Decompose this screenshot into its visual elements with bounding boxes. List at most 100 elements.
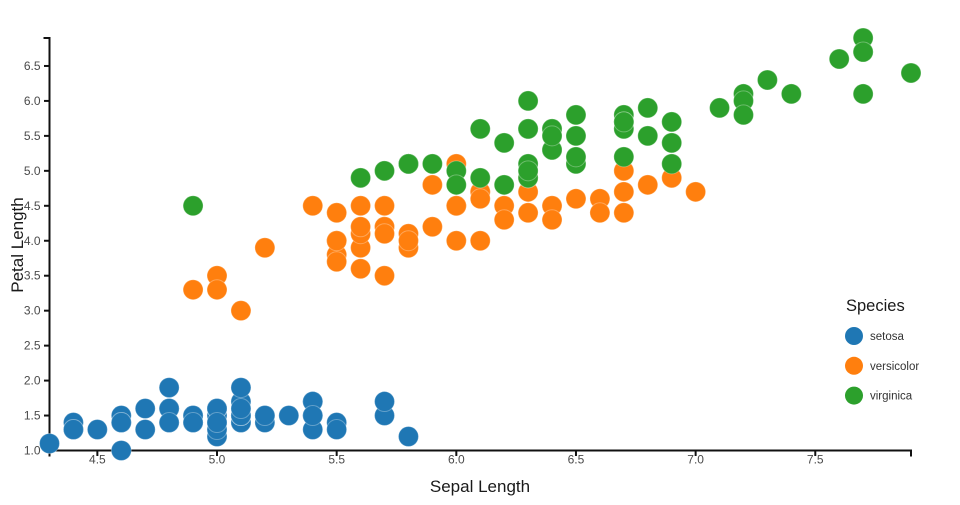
- data-point-virginica: [350, 167, 372, 189]
- data-point-setosa: [158, 377, 180, 399]
- data-point-virginica: [565, 104, 587, 126]
- data-point-virginica: [565, 125, 587, 147]
- data-point-virginica: [661, 132, 683, 154]
- data-point-versicolor: [182, 279, 204, 301]
- y-tick-label: 4.5: [24, 199, 41, 213]
- data-point-virginica: [637, 125, 659, 147]
- data-point-virginica: [421, 153, 443, 175]
- data-point-versicolor: [517, 202, 539, 224]
- data-point-versicolor: [469, 230, 491, 252]
- data-point-versicolor: [565, 188, 587, 210]
- data-point-virginica: [780, 83, 802, 105]
- legend-title: Species: [846, 297, 905, 315]
- data-point-versicolor: [350, 195, 372, 217]
- x-tick-label: 7.5: [807, 453, 824, 467]
- data-point-setosa: [374, 391, 396, 413]
- y-tick-label: 5.5: [24, 129, 41, 143]
- data-point-virginica: [182, 195, 204, 217]
- data-point-virginica: [900, 62, 922, 84]
- y-tick-label: 6.0: [24, 94, 41, 108]
- data-point-virginica: [469, 167, 491, 189]
- y-axis-domain: [43, 37, 51, 451]
- data-point-virginica: [852, 41, 874, 63]
- data-point-setosa: [302, 405, 324, 427]
- data-point-versicolor: [326, 251, 348, 273]
- data-point-virginica: [852, 83, 874, 105]
- data-point-virginica: [661, 153, 683, 175]
- x-tick-label: 5.0: [209, 453, 226, 467]
- y-tick-label: 2.0: [24, 374, 41, 388]
- data-point-setosa: [134, 419, 156, 441]
- data-point-versicolor: [445, 230, 467, 252]
- x-tick-label: 7.0: [687, 453, 704, 467]
- y-tick-label: 1.5: [24, 409, 41, 423]
- y-tick-label: 3.0: [24, 304, 41, 318]
- data-point-virginica: [828, 48, 850, 70]
- data-point-versicolor: [350, 258, 372, 280]
- data-point-versicolor: [326, 230, 348, 252]
- legend-swatch-setosa: [845, 327, 863, 345]
- data-point-virginica: [469, 118, 491, 140]
- data-point-setosa: [230, 398, 252, 420]
- data-point-virginica: [661, 111, 683, 133]
- legend-swatch-virginica: [845, 386, 863, 405]
- data-point-versicolor: [469, 188, 491, 210]
- data-point-setosa: [134, 398, 156, 420]
- data-point-versicolor: [254, 237, 276, 259]
- data-point-virginica: [613, 146, 635, 168]
- legend-swatch-versicolor: [845, 356, 863, 375]
- data-point-virginica: [709, 97, 731, 119]
- data-point-setosa: [110, 440, 132, 461]
- data-point-virginica: [517, 118, 539, 140]
- legend-label-virginica: virginica: [870, 391, 913, 403]
- x-axis-title: Sepal Length: [430, 477, 530, 496]
- data-point-virginica: [445, 174, 467, 196]
- data-point-virginica: [756, 69, 778, 91]
- x-tick-label: 6.0: [448, 453, 465, 467]
- data-point-versicolor: [326, 202, 348, 224]
- legend-label-setosa: setosa: [870, 331, 904, 343]
- x-axis-domain: [48, 449, 912, 457]
- data-point-setosa: [278, 405, 300, 427]
- data-point-virginica: [517, 90, 539, 112]
- y-axis: 1.0 1.5 2.0 2.5 3.0 3.5 4.0 4.5 5.0 5.5 6.0 6.5: [24, 37, 51, 458]
- y-tick-label: 6.5: [24, 59, 41, 73]
- x-tick-label: 6.5: [568, 453, 585, 467]
- data-point-setosa: [206, 412, 228, 434]
- data-point-virginica: [374, 160, 396, 182]
- data-point-versicolor: [493, 209, 515, 231]
- data-point-versicolor: [541, 209, 563, 231]
- data-point-versicolor: [421, 174, 443, 196]
- data-point-setosa: [39, 433, 60, 455]
- data-point-versicolor: [230, 300, 252, 322]
- data-point-virginica: [493, 174, 515, 196]
- data-point-virginica: [637, 97, 659, 119]
- y-tick-label: 4.0: [24, 234, 41, 248]
- data-point-virginica: [517, 160, 539, 182]
- data-point-setosa: [86, 419, 108, 441]
- x-axis: 4.5 5.0 5.5 6.0 6.5 7.0 7.5: [48, 449, 912, 467]
- y-tick-label: 3.5: [24, 269, 41, 283]
- y-tick-label: 5.0: [24, 164, 41, 178]
- x-tick-label: 5.5: [328, 453, 345, 467]
- data-point-versicolor: [397, 230, 419, 252]
- data-point-versicolor: [589, 202, 611, 224]
- data-point-versicolor: [374, 223, 396, 245]
- y-tick-label: 2.5: [24, 339, 41, 353]
- data-point-setosa: [254, 405, 276, 427]
- legend-items: setosa versicolor virginica: [845, 327, 919, 405]
- scatter-points: [39, 27, 922, 461]
- data-point-virginica: [613, 111, 635, 133]
- legend-label-versicolor: versicolor: [870, 361, 919, 373]
- data-point-versicolor: [613, 202, 635, 224]
- data-point-versicolor: [613, 181, 635, 203]
- data-point-virginica: [493, 132, 515, 154]
- data-point-versicolor: [302, 195, 324, 217]
- data-point-versicolor: [374, 195, 396, 217]
- data-point-versicolor: [350, 216, 372, 238]
- data-point-setosa: [230, 377, 252, 399]
- data-point-setosa: [110, 412, 132, 434]
- data-point-versicolor: [445, 195, 467, 217]
